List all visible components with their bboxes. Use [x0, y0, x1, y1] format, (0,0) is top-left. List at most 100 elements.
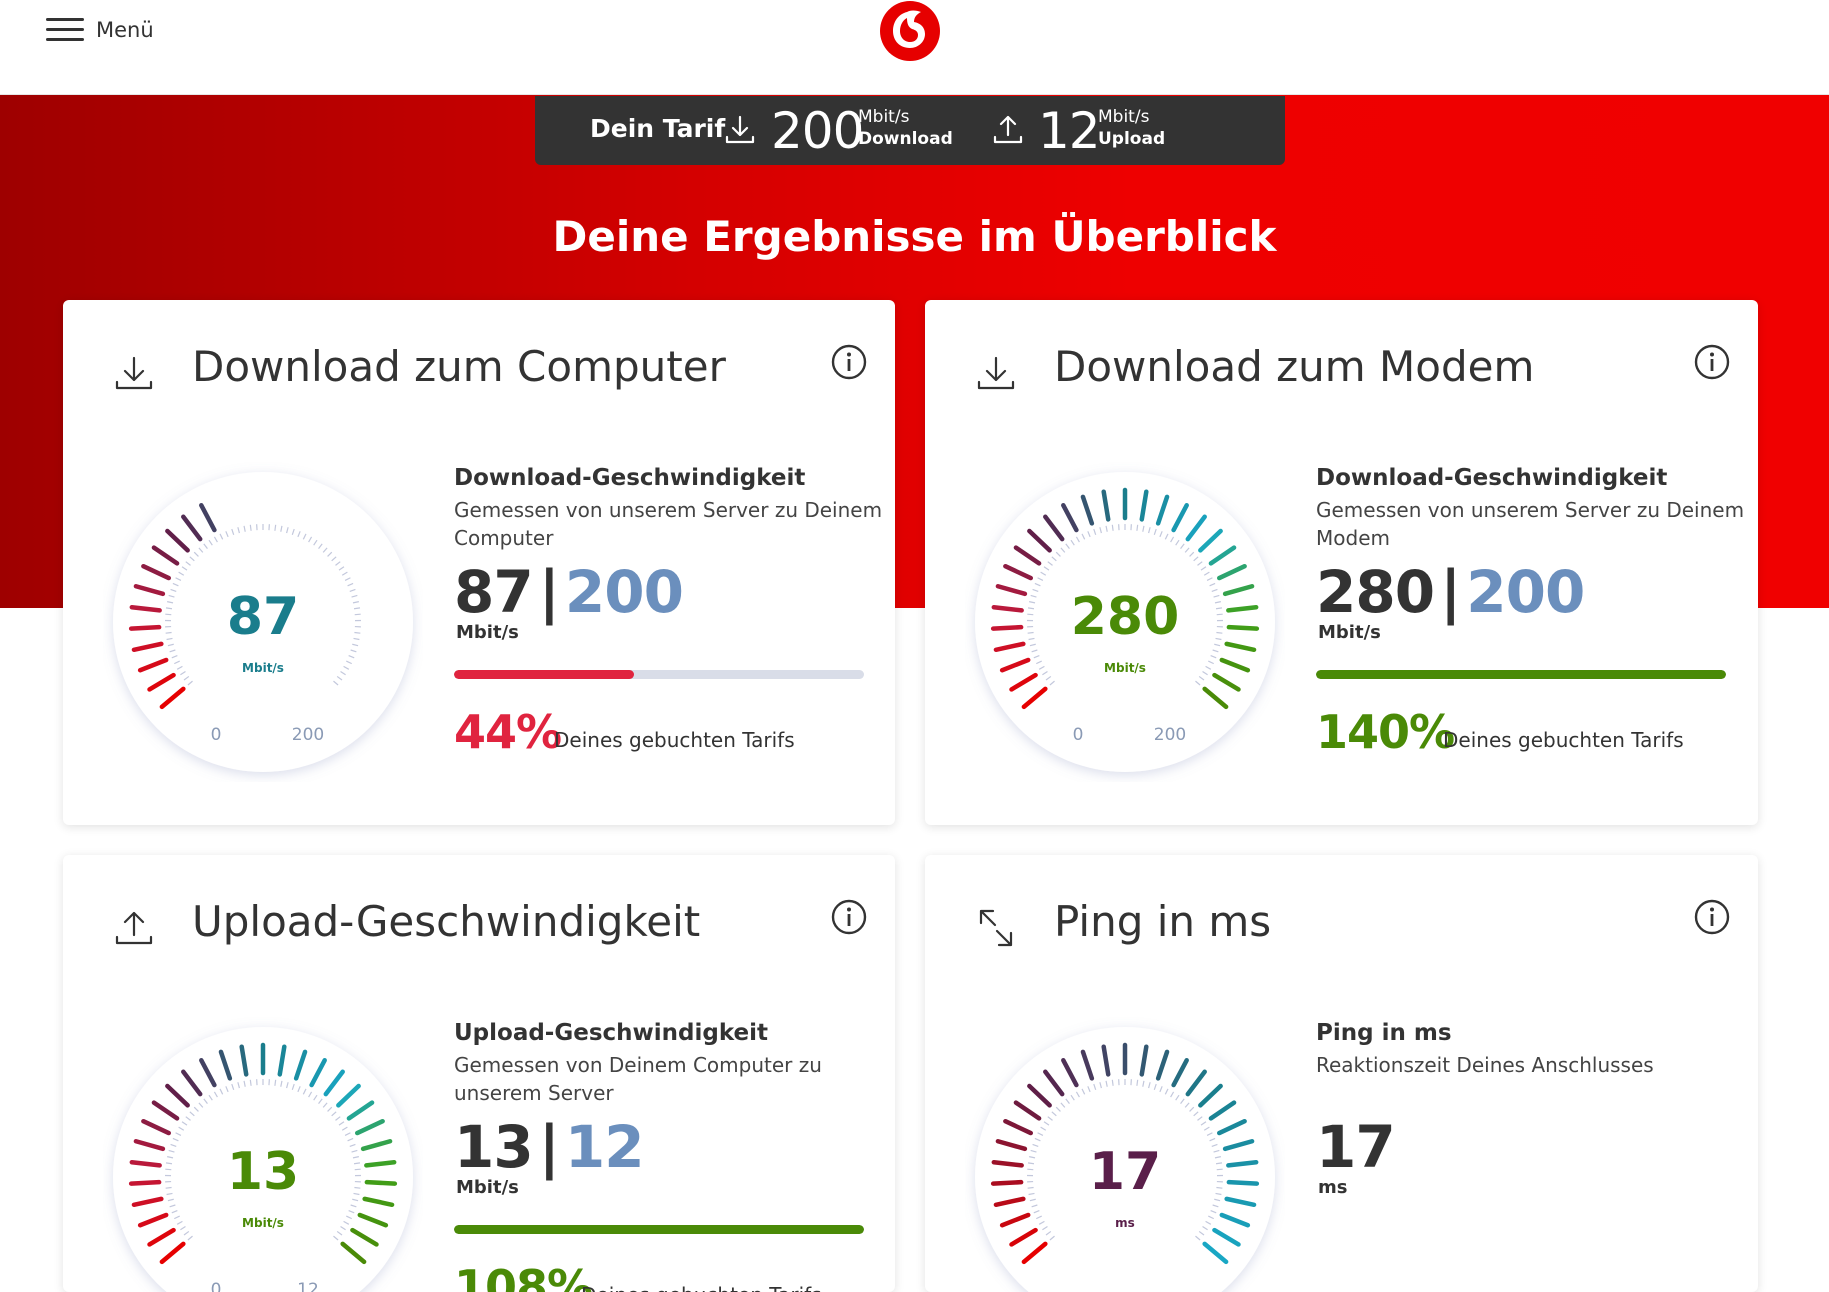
gauge-minor-tick: [353, 607, 361, 610]
gauge-minor-tick: [351, 594, 358, 598]
gauge-minor-tick: [243, 525, 246, 532]
speed-gauge: 87 Mbit/s 0 200: [113, 472, 413, 772]
gauge-minor-tick: [302, 533, 307, 540]
gauge-minor-tick: [1214, 601, 1221, 604]
gauge-minor-tick: [1038, 665, 1045, 670]
gauge-minor-tick: [1036, 660, 1042, 665]
gauge-tick: [999, 1212, 1031, 1228]
measured-value: 13: [454, 1113, 534, 1181]
gauge-minor-tick: [1034, 1137, 1041, 1142]
gauge-tick: [151, 1100, 180, 1121]
gauge-minor-tick: [193, 551, 199, 557]
gauge-minor-tick: [1142, 1080, 1145, 1087]
gauge-minor-tick: [280, 525, 283, 532]
gauge-minor-tick: [174, 1215, 180, 1220]
gauge-minor-tick: [347, 1137, 354, 1142]
gauge-minor-tick: [167, 1198, 174, 1202]
gauge-minor-tick: [286, 1082, 289, 1089]
gauge-minor-tick: [170, 588, 177, 592]
vodafone-logo[interactable]: [877, 0, 943, 62]
gauge-minor-tick: [1209, 1137, 1216, 1142]
gauge-minor-tick: [297, 531, 301, 538]
tariff-value: 200: [564, 558, 684, 626]
gauge-tick: [141, 563, 171, 581]
gauge-minor-tick: [1215, 637, 1222, 641]
gauge-tick: [128, 1179, 162, 1186]
gauge-minor-tick: [180, 1226, 186, 1231]
gauge-minor-tick: [172, 582, 179, 587]
gauge-minor-tick: [352, 1198, 359, 1202]
gauge-minor-tick: [1029, 1156, 1036, 1159]
gauge-minor-tick: [1027, 1186, 1034, 1189]
gauge-face: [113, 1027, 413, 1292]
progress-fill: [1316, 670, 1726, 679]
gauge-minor-tick: [1032, 1143, 1039, 1147]
gauge-minor-tick: [1184, 1102, 1190, 1108]
gauge-minor-tick: [1202, 1226, 1208, 1231]
info-icon[interactable]: [1694, 899, 1730, 935]
gauge-tick: [357, 1212, 389, 1228]
gauge-minor-tick: [1040, 571, 1047, 576]
gauge-minor-tick: [1111, 524, 1114, 531]
gauge-minor-tick: [1193, 1111, 1199, 1117]
gauge-minor-tick: [172, 1137, 179, 1142]
gauge-minor-tick: [1209, 582, 1216, 587]
info-icon[interactable]: [831, 344, 867, 380]
gauge-tick: [991, 604, 1024, 613]
gauge-minor-tick: [243, 1080, 246, 1087]
gauge-tick: [181, 1069, 203, 1097]
gauge-minor-tick: [1202, 671, 1208, 676]
gauge-minor-tick: [1206, 577, 1213, 581]
gauge-tick: [277, 1044, 287, 1077]
gauge-minor-tick: [335, 561, 341, 566]
gauge-minor-tick: [1030, 1149, 1037, 1153]
info-icon[interactable]: [1694, 344, 1730, 380]
metric-description: Reaktionszeit Deines Anschlusses: [1316, 1053, 1654, 1077]
speed-gauge: 13 Mbit/s 0 12: [113, 1027, 413, 1292]
gauge-tick: [1208, 545, 1237, 566]
gauge-minor-tick: [1037, 577, 1044, 581]
gauge-minor-tick: [338, 1121, 345, 1126]
info-icon[interactable]: [831, 899, 867, 935]
gauge-tick: [1061, 503, 1079, 533]
gauge-minor-tick: [1205, 665, 1212, 670]
gauge-tick: [1080, 1049, 1095, 1081]
gauge-tick: [336, 1083, 361, 1108]
gauge-tick: [1202, 686, 1229, 710]
gauge-minor-tick: [1203, 571, 1210, 576]
gauge-tick: [355, 1118, 385, 1136]
gauge-minor-tick: [237, 1082, 240, 1089]
gauge-minor-tick: [353, 637, 360, 641]
gauge-tick: [165, 1083, 190, 1108]
gauge-minor-tick: [219, 533, 224, 540]
gauge-minor-tick: [1042, 1226, 1048, 1231]
gauge-minor-tick: [1049, 1235, 1055, 1241]
gauge-minor-tick: [168, 594, 175, 598]
gauge-minor-tick: [185, 1116, 191, 1121]
gauge-minor-tick: [1180, 543, 1185, 550]
gauge-minor-tick: [1047, 561, 1053, 566]
gauge-minor-tick: [1200, 1121, 1207, 1126]
gauge-minor-tick: [1136, 524, 1139, 531]
gauge-minor-tick: [1215, 1162, 1223, 1165]
gauge-min-label: 0: [211, 725, 222, 745]
gauge-minor-tick: [1148, 527, 1151, 534]
gauge-minor-tick: [354, 631, 361, 634]
gauge-tick: [1226, 1159, 1259, 1168]
gauge-minor-tick: [165, 631, 172, 634]
gauge-tick: [1061, 1058, 1079, 1088]
gauge-minor-tick: [322, 1102, 328, 1108]
gauge-tick: [159, 1241, 186, 1265]
menu-button[interactable]: Menü: [46, 8, 154, 52]
gauge-tick: [1185, 1069, 1207, 1097]
gauge-minor-tick: [318, 1098, 323, 1105]
gauge-minor-tick: [237, 527, 240, 534]
gauge-tick: [218, 1049, 233, 1081]
gauge-minor-tick: [183, 675, 190, 681]
measured-value: 17: [1316, 1113, 1396, 1181]
gauge-minor-tick: [1045, 1230, 1052, 1236]
gauge-minor-tick: [1043, 566, 1050, 571]
gauge-minor-tick: [1214, 1156, 1221, 1159]
gauge-minor-tick: [333, 680, 339, 686]
download-icon: [115, 356, 153, 390]
